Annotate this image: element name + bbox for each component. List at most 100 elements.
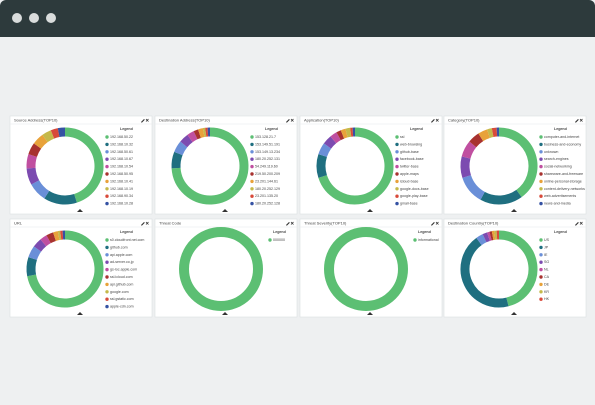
legend-swatch	[105, 253, 108, 256]
legend-label: CA	[544, 275, 550, 279]
legend-swatch	[539, 290, 542, 293]
legend-swatch	[250, 150, 253, 153]
legend-swatch	[539, 261, 542, 264]
legend-label: 54.249.119.60	[255, 165, 278, 169]
panel-title: Category(TOP10)	[448, 118, 480, 123]
legend-swatch	[250, 180, 253, 183]
legend-label: ssl.gstatic.com	[110, 297, 134, 301]
legend-swatch	[539, 238, 542, 241]
donut-slice	[488, 236, 490, 237]
legend-title: Legend	[120, 230, 133, 234]
donut-slice	[493, 132, 497, 133]
donut-slice	[485, 237, 489, 239]
legend-label: shareware-and-freeware	[544, 172, 583, 176]
legend-swatch	[539, 172, 542, 175]
donut-slice	[37, 138, 45, 146]
legend-swatch	[539, 180, 542, 183]
donut-slice	[323, 146, 328, 155]
legend-swatch	[105, 202, 108, 205]
donut-slice	[199, 133, 203, 134]
legend-label: google-play-base	[400, 194, 428, 198]
legend-swatch	[250, 135, 253, 138]
legend-label: 180.20.252.129	[255, 187, 280, 191]
legend-swatch	[105, 150, 108, 153]
legend-swatch	[250, 143, 253, 146]
donut-slice	[196, 134, 200, 136]
legend-swatch	[395, 180, 398, 183]
legend-swatch	[539, 158, 542, 161]
panel-title: Threat Severity(TOP10)	[304, 221, 347, 226]
legend-label: 153.128.21.7	[255, 135, 276, 139]
donut-slice	[184, 138, 190, 144]
legend-label: ad-server.co.jp	[110, 260, 134, 264]
donut-slice	[479, 238, 485, 241]
legend-label: apple-cdn.com	[110, 305, 134, 309]
panel-title: URL	[14, 221, 23, 226]
panel-title: Destination Country(TOP10)	[448, 221, 499, 226]
legend-swatch	[105, 275, 108, 278]
window-dot[interactable]	[12, 13, 22, 23]
panel-title: Destination Address(TOP10)	[159, 118, 211, 123]
legend-swatch	[105, 268, 108, 271]
legend-label: DE	[544, 282, 550, 286]
legend-label: search-engines	[544, 157, 569, 161]
donut-slice	[465, 158, 467, 177]
legend-swatch	[250, 195, 253, 198]
legend-label: US	[544, 238, 550, 242]
donut-slice	[45, 134, 52, 138]
legend-label: 23.201.144.61	[255, 179, 278, 183]
legend-label: 192.168.50.95	[110, 172, 133, 176]
legend-label: ssl.icloud.com	[110, 275, 133, 279]
donut-slice	[47, 195, 76, 200]
donut-slice	[488, 133, 492, 134]
legend-swatch	[250, 202, 253, 205]
legend-label: informational	[418, 238, 439, 242]
legend-label: online-personal-storage	[544, 179, 582, 183]
legend-title: Legend	[554, 230, 567, 234]
legend-swatch	[413, 238, 416, 241]
legend-swatch	[395, 165, 398, 168]
legend-label: github-base	[400, 150, 419, 154]
legend-label: api.github.com	[110, 282, 133, 286]
legend-swatch	[105, 238, 108, 241]
donut-slice	[321, 155, 323, 176]
donut-slice	[43, 239, 48, 243]
legend-title: Legend	[120, 127, 133, 131]
donut-slice	[54, 236, 58, 237]
legend-label: gmail-base	[400, 202, 418, 206]
legend-label: 23.201.135.20	[255, 194, 278, 198]
legend-label: apple-maps	[400, 172, 419, 176]
legend-swatch	[395, 195, 398, 198]
legend-swatch	[105, 143, 108, 146]
legend-label: 192.168.10.41	[110, 179, 133, 183]
legend-label: content-delivery-networks	[544, 187, 585, 191]
window-dot[interactable]	[29, 13, 39, 23]
donut-slice	[31, 168, 35, 182]
donut-slice	[481, 134, 489, 138]
window-dot[interactable]	[46, 13, 56, 23]
legend-swatch	[250, 172, 253, 175]
legend-swatch	[395, 150, 398, 153]
legend-swatch	[105, 172, 108, 175]
legend-swatch	[539, 253, 542, 256]
legend-swatch	[105, 290, 108, 293]
legend-swatch	[539, 283, 542, 286]
legend-swatch	[250, 165, 253, 168]
legend-label: 000000	[273, 238, 285, 242]
legend-title: Legend	[265, 127, 278, 131]
donut-slice	[327, 140, 333, 146]
legend-swatch	[539, 135, 542, 138]
legend-swatch	[395, 135, 398, 138]
legend-swatch	[105, 195, 108, 198]
legend-swatch	[395, 202, 398, 205]
legend-label: web-browsing	[400, 142, 422, 146]
legend-label: 192.168.10.54	[110, 165, 133, 169]
legend-swatch	[250, 187, 253, 190]
legend-swatch	[539, 195, 542, 198]
legend-swatch	[539, 165, 542, 168]
donut-slice	[59, 132, 65, 133]
legend-swatch	[395, 187, 398, 190]
legend-swatch	[395, 158, 398, 161]
